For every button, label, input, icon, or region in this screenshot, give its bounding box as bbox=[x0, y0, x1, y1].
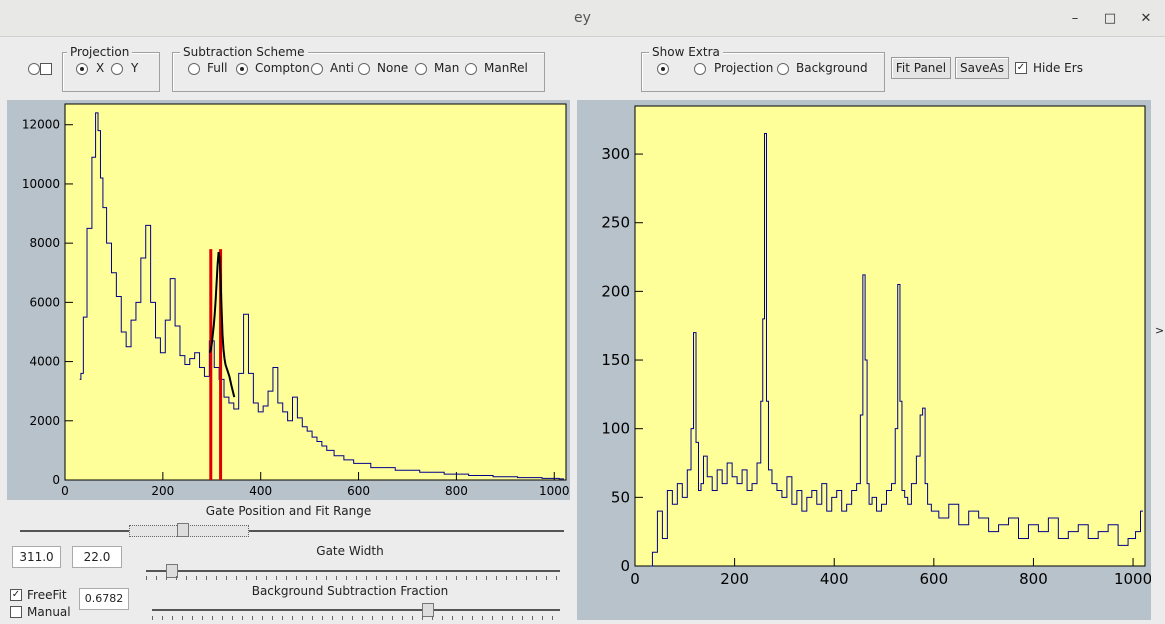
title-bar[interactable] bbox=[0, 0, 1165, 37]
subtraction-anti-radio[interactable] bbox=[311, 63, 323, 75]
subtraction-compton-radio[interactable] bbox=[236, 63, 248, 75]
left-xtick-label-0: 0 bbox=[61, 484, 69, 498]
projection-chart[interactable]: 0 200 400 600 800 100002000400060008000100001… bbox=[7, 100, 570, 500]
hide-ers-check-icon: ✓ bbox=[1016, 62, 1026, 73]
subtraction-anti-label: Anti bbox=[330, 61, 354, 75]
gate-width-field[interactable]: 22.0 bbox=[72, 546, 122, 568]
show-extra-background-radio[interactable] bbox=[777, 63, 789, 75]
right-ytick-label-5: 250 bbox=[601, 214, 630, 232]
right-xtick-label-4: 800 bbox=[1019, 570, 1048, 588]
subtraction-compton-label: Compton bbox=[255, 61, 310, 75]
gate-position-label: Gate Position and Fit Range bbox=[205, 504, 372, 518]
gate-width-ticks bbox=[146, 576, 560, 580]
left-ytick-label-3: 6000 bbox=[29, 295, 60, 309]
subtraction-legend: Subtraction Scheme bbox=[180, 45, 308, 59]
gate-width-track[interactable] bbox=[146, 570, 560, 572]
right-plot-area bbox=[634, 105, 1146, 567]
right-ytick-label-3: 150 bbox=[601, 351, 630, 369]
right-xtick-label-2: 400 bbox=[820, 570, 849, 588]
gate-width-label: Gate Width bbox=[316, 544, 384, 558]
subtraction-none-label: None bbox=[377, 61, 409, 75]
window-title: ey bbox=[574, 10, 591, 26]
right-ytick-label-2: 100 bbox=[601, 420, 630, 438]
bg-fraction-ticks bbox=[152, 616, 560, 620]
left-plot-panel[interactable]: 0 200 400 600 800 1000 0 2000 4000 6000 8000 10000 1… bbox=[7, 100, 570, 500]
subtraction-none-radio[interactable] bbox=[358, 63, 370, 75]
freefit-label: FreeFit bbox=[27, 588, 67, 602]
show-extra-legend: Show Extra bbox=[649, 45, 723, 59]
subtraction-full-radio[interactable] bbox=[188, 63, 200, 75]
gate-range-slider[interactable] bbox=[129, 525, 249, 537]
gate-position-field[interactable]: 311.0 bbox=[12, 546, 61, 568]
left-ytick-label-5: 10000 bbox=[22, 177, 60, 191]
hide-ers-label: Hide Ers bbox=[1033, 61, 1083, 75]
freefit-check-icon: ✓ bbox=[11, 589, 21, 600]
show-extra-group bbox=[641, 52, 885, 92]
projection-legend: Projection bbox=[67, 45, 133, 59]
show-extra-none-radio[interactable] bbox=[657, 63, 669, 75]
left-ytick-label-1: 2000 bbox=[29, 414, 60, 428]
side-arrow-icon[interactable]: > bbox=[1155, 324, 1165, 337]
right-ytick-label-6: 300 bbox=[601, 145, 630, 163]
manual-label: Manual bbox=[27, 605, 71, 619]
left-ytick-label-4: 8000 bbox=[29, 236, 60, 250]
left-xtick-label-3: 600 bbox=[347, 484, 370, 498]
gate-range-track[interactable] bbox=[20, 530, 564, 532]
fit-panel-button[interactable]: Fit Panel bbox=[891, 57, 951, 79]
show-extra-projection-radio[interactable] bbox=[694, 63, 706, 75]
projection-x-radio[interactable] bbox=[76, 63, 88, 75]
left-xtick-label-2: 400 bbox=[249, 484, 272, 498]
manual-checkbox[interactable] bbox=[10, 606, 22, 618]
projection-x-label: X bbox=[96, 61, 105, 75]
right-xtick-label-1: 200 bbox=[720, 570, 749, 588]
hide-ers-checkbox[interactable]: ✓ bbox=[1015, 62, 1027, 74]
freefit-checkbox[interactable]: ✓ bbox=[10, 589, 22, 601]
left-xtick-label-1: 200 bbox=[151, 484, 174, 498]
subtraction-manrel-radio[interactable] bbox=[465, 63, 477, 75]
right-xtick-label-5: 1000 bbox=[1114, 570, 1151, 588]
left-plot-area bbox=[64, 103, 567, 481]
left-xtick-label-5: 1000 bbox=[539, 484, 570, 498]
show-extra-background-label: Background bbox=[796, 61, 868, 75]
bg-fraction-thumb[interactable] bbox=[422, 603, 434, 617]
subtraction-man-label: Man bbox=[434, 61, 460, 75]
left-ytick-label-2: 4000 bbox=[29, 355, 60, 369]
unnamed-radio[interactable] bbox=[28, 63, 40, 75]
right-xtick-label-3: 600 bbox=[920, 570, 949, 588]
bg-fraction-label: Background Subtraction Fraction bbox=[251, 584, 449, 598]
subtraction-group bbox=[172, 52, 545, 92]
right-series-0 bbox=[649, 132, 1144, 567]
subtraction-full-label: Full bbox=[207, 61, 228, 75]
left-ytick-label-6: 12000 bbox=[22, 118, 60, 132]
save-as-button[interactable]: SaveAs bbox=[955, 57, 1009, 79]
left-xtick-label-4: 800 bbox=[445, 484, 468, 498]
subtraction-manrel-label: ManRel bbox=[484, 61, 528, 75]
projection-y-label: Y bbox=[131, 61, 139, 75]
left-fit-curve bbox=[208, 251, 236, 398]
close-button[interactable]: ✕ bbox=[1140, 11, 1152, 26]
unnamed-checkbox[interactable] bbox=[40, 63, 52, 75]
minimize-button[interactable]: – bbox=[1071, 11, 1079, 26]
right-ytick-label-4: 200 bbox=[601, 282, 630, 300]
gated-spectrum-chart[interactable]: 0 200 400 600 800 1000 0 50 100 150 200 250 300 bbox=[577, 100, 1152, 620]
left-ytick-label-0: 0 bbox=[52, 473, 60, 487]
bg-fraction-field[interactable]: 0.6782 bbox=[79, 588, 129, 610]
right-ytick-label-1: 50 bbox=[611, 488, 630, 506]
right-plot-panel[interactable]: 0 200 400 600 800 1000 0 50 100 150 200 250 300 bbox=[577, 100, 1152, 620]
right-ytick-label-0: 0 bbox=[620, 557, 630, 575]
right-xtick-label-0: 0 bbox=[630, 570, 640, 588]
show-extra-projection-label: Projection bbox=[714, 61, 774, 75]
subtraction-man-radio[interactable] bbox=[415, 63, 427, 75]
projection-y-radio[interactable] bbox=[111, 63, 123, 75]
bg-fraction-track[interactable] bbox=[152, 609, 560, 611]
left-series-0 bbox=[79, 112, 565, 480]
maximize-button[interactable]: □ bbox=[1103, 11, 1117, 26]
gate-position-thumb[interactable] bbox=[177, 523, 189, 537]
